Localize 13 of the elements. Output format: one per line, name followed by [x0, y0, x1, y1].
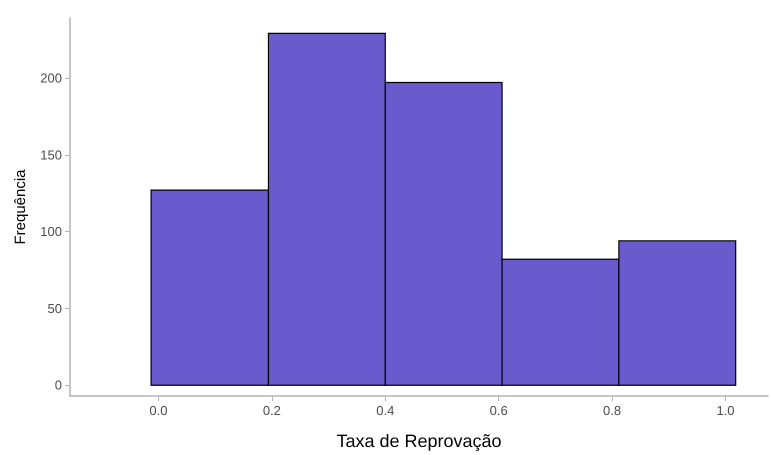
x-tick-label: 0.4 [376, 403, 394, 418]
x-tick-label: 0.2 [262, 403, 281, 418]
x-tick-label: 0.8 [603, 403, 622, 418]
x-axis-title: Taxa de Reprovação [336, 431, 502, 451]
y-axis-title: Frequência [12, 168, 29, 245]
x-tick-label: 1.0 [716, 403, 735, 418]
y-tick-label: 100 [40, 224, 62, 240]
y-tick-label: 50 [48, 300, 62, 316]
x-tick-label: 0.6 [490, 403, 508, 418]
x-tick-label: 0.0 [149, 403, 168, 418]
y-tick-label: 0 [54, 378, 62, 393]
y-tick-label: 200 [40, 70, 62, 86]
y-tick-label: 150 [40, 147, 62, 162]
